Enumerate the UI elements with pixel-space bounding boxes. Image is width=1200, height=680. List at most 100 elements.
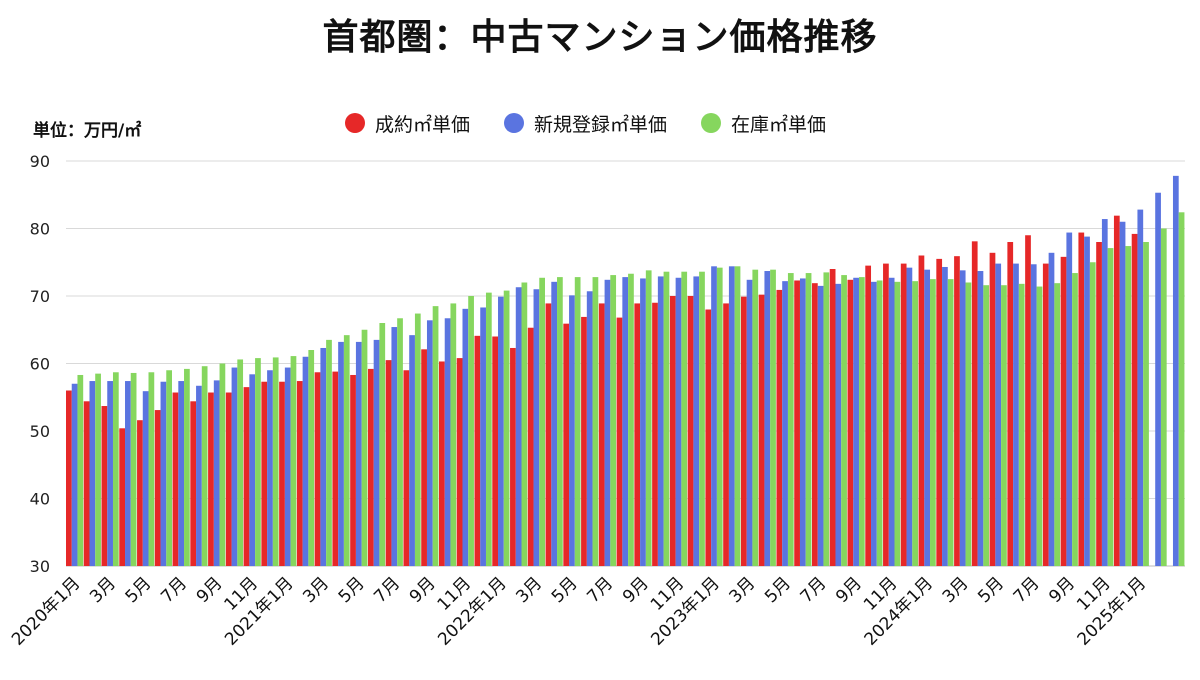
bar-inventory-57: [1089, 262, 1096, 566]
bar-contract-2: [101, 406, 108, 566]
bar-contract-18: [385, 360, 392, 567]
bar-new-listing-13: [302, 356, 309, 566]
bar-inventory-23: [485, 292, 492, 567]
bar-contract-30: [598, 303, 605, 566]
bar-new-listing-3: [125, 381, 131, 566]
bar-new-listing-21: [444, 318, 451, 566]
bar-new-listing-10: [249, 374, 256, 566]
bar-inventory-26: [539, 277, 545, 566]
bar-new-listing-4: [142, 391, 149, 566]
bar-inventory-4: [148, 372, 155, 566]
unit-label: 単位：万円/㎡: [33, 121, 142, 141]
bar-new-listing-33: [657, 276, 664, 566]
bar-new-listing-8: [213, 380, 220, 567]
y-tick-label: 40: [30, 490, 50, 509]
bar-inventory-40: [787, 273, 794, 566]
bar-new-listing-52: [995, 263, 1002, 566]
bar-contract-1: [83, 401, 90, 566]
bar-contract-43: [829, 269, 836, 566]
bar-new-listing-37: [728, 266, 735, 566]
legend-item-inventory: 在庫㎡単価: [701, 110, 826, 137]
bar-contract-4: [137, 420, 143, 566]
bar-contract-60: [1131, 233, 1138, 566]
bar-new-listing-30: [604, 279, 611, 566]
bar-contract-58: [1096, 242, 1102, 566]
bar-inventory-2: [112, 372, 119, 566]
bar-inventory-47: [912, 281, 918, 566]
bars-layer: [66, 175, 1185, 567]
x-tick-label: 3月: [939, 573, 973, 607]
bar-new-listing-41: [799, 278, 806, 566]
bar-new-listing-0: [71, 383, 78, 566]
bar-new-listing-47: [906, 267, 913, 566]
bar-new-listing-55: [1048, 252, 1055, 567]
bar-new-listing-2: [107, 381, 113, 566]
bar-contract-34: [669, 296, 676, 566]
bar-inventory-30: [610, 275, 617, 566]
bar-inventory-31: [628, 273, 634, 566]
bar-inventory-1: [95, 373, 101, 567]
bar-contract-55: [1042, 263, 1049, 566]
bar-inventory-35: [699, 271, 705, 566]
bar-contract-32: [634, 303, 641, 566]
x-tick-label: 3月: [726, 573, 760, 607]
bar-inventory-62: [1178, 212, 1185, 567]
bar-new-listing-5: [160, 381, 167, 566]
y-tick-label: 80: [30, 220, 50, 239]
bar-contract-15: [332, 371, 339, 566]
bar-contract-10: [243, 387, 250, 567]
bar-contract-23: [474, 335, 481, 566]
bar-new-listing-49: [942, 266, 948, 566]
bar-inventory-3: [130, 372, 137, 566]
bar-inventory-58: [1107, 248, 1114, 566]
bar-contract-25: [510, 347, 516, 566]
bar-new-listing-6: [178, 381, 185, 566]
bar-inventory-25: [521, 282, 528, 566]
bar-inventory-45: [876, 280, 883, 566]
x-tick-label: 3月: [512, 573, 546, 607]
bar-inventory-53: [1018, 283, 1025, 566]
bar-contract-27: [545, 303, 552, 566]
y-tick-label: 30: [30, 557, 50, 576]
x-tick-label: 7月: [370, 573, 404, 607]
bar-contract-35: [687, 296, 694, 566]
bar-inventory-54: [1036, 286, 1043, 566]
bar-contract-51: [971, 241, 978, 566]
bar-inventory-18: [397, 318, 403, 566]
bar-new-listing-27: [551, 281, 558, 566]
legend-label-contract: 成約㎡単価: [375, 113, 471, 136]
x-tick-label: 5月: [548, 573, 582, 607]
bar-contract-17: [367, 368, 374, 566]
bar-contract-39: [758, 294, 765, 566]
bar-contract-53: [1007, 242, 1014, 566]
bar-new-listing-1: [89, 381, 96, 566]
bar-contract-46: [883, 263, 889, 566]
bar-new-listing-29: [586, 291, 593, 566]
bar-contract-50: [954, 256, 960, 566]
bar-contract-8: [208, 392, 214, 566]
x-tick-label: 5月: [761, 573, 795, 607]
bar-new-listing-14: [320, 347, 327, 566]
bar-contract-40: [776, 289, 783, 566]
bar-inventory-34: [681, 271, 688, 566]
bar-new-listing-42: [817, 285, 824, 567]
bar-new-listing-26: [533, 289, 540, 566]
bar-inventory-0: [77, 374, 84, 566]
bar-new-listing-38: [746, 279, 753, 566]
bar-new-listing-53: [1013, 263, 1019, 566]
legend-item-new-listing: 新規登録㎡単価: [504, 110, 667, 137]
bar-inventory-48: [930, 279, 936, 567]
x-tick-label: 3月: [86, 573, 120, 607]
bar-new-listing-20: [426, 320, 433, 566]
bar-new-listing-32: [640, 278, 646, 566]
bar-contract-21: [439, 361, 445, 566]
x-tick-label: 5月: [335, 573, 369, 607]
chart-title: 首都圏：中古マンション価格推移: [322, 17, 878, 58]
bar-contract-5: [154, 410, 161, 566]
legend-label-new-listing: 新規登録㎡単価: [534, 113, 668, 136]
bar-inventory-20: [432, 306, 439, 567]
bar-inventory-52: [1001, 285, 1007, 566]
bar-contract-48: [918, 255, 925, 566]
y-axis: 30 40 50 60 70 80 90: [30, 152, 50, 576]
